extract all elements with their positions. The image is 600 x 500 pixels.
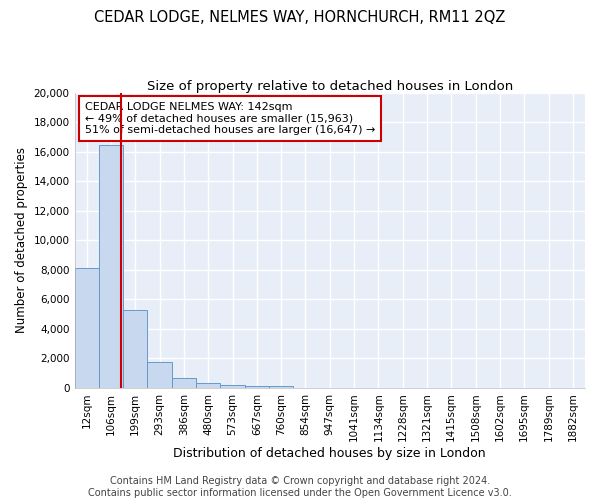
Bar	[245, 386, 269, 388]
Bar	[196, 383, 220, 388]
Bar	[220, 385, 245, 388]
Text: CEDAR LODGE NELMES WAY: 142sqm
← 49% of detached houses are smaller (15,963)
51%: CEDAR LODGE NELMES WAY: 142sqm ← 49% of …	[85, 102, 375, 135]
Y-axis label: Number of detached properties: Number of detached properties	[15, 148, 28, 334]
Bar	[148, 362, 172, 388]
Bar	[172, 378, 196, 388]
Bar	[99, 144, 123, 388]
X-axis label: Distribution of detached houses by size in London: Distribution of detached houses by size …	[173, 447, 486, 460]
Text: CEDAR LODGE, NELMES WAY, HORNCHURCH, RM11 2QZ: CEDAR LODGE, NELMES WAY, HORNCHURCH, RM1…	[94, 10, 506, 25]
Bar	[123, 310, 148, 388]
Text: Contains HM Land Registry data © Crown copyright and database right 2024.
Contai: Contains HM Land Registry data © Crown c…	[88, 476, 512, 498]
Title: Size of property relative to detached houses in London: Size of property relative to detached ho…	[146, 80, 513, 93]
Bar	[269, 386, 293, 388]
Bar	[74, 268, 99, 388]
